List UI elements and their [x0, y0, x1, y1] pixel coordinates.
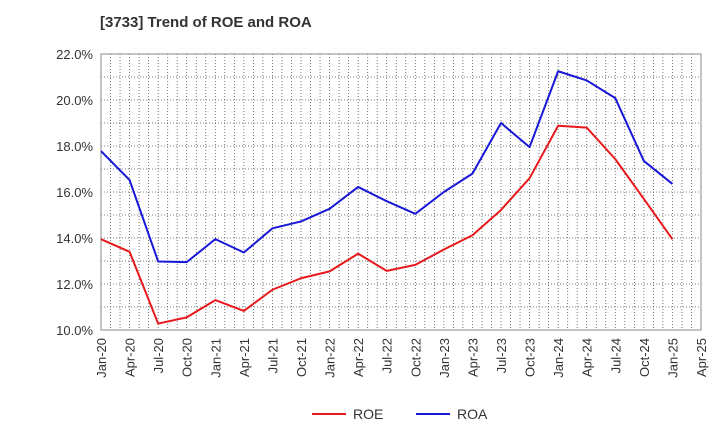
y-tick-label: 12.0% [56, 277, 93, 292]
x-tick-label: Jan-24 [551, 338, 566, 378]
x-tick-label: Apr-23 [465, 338, 480, 377]
x-tick-label: Oct-24 [637, 338, 652, 377]
y-tick-label: 22.0% [56, 47, 93, 62]
y-tick-label: 18.0% [56, 139, 93, 154]
x-tick-label: Oct-23 [523, 338, 538, 377]
x-tick-label: Jul-21 [265, 338, 280, 373]
x-tick-label: Jul-22 [380, 338, 395, 373]
x-tick-label: Jan-21 [208, 338, 223, 378]
plot-frame [100, 53, 702, 331]
x-tick-label: Apr-20 [123, 338, 138, 377]
x-tick-label: Apr-24 [580, 338, 595, 377]
x-tick-label: Jul-23 [494, 338, 509, 373]
chart-title: [3733] Trend of ROE and ROA [100, 14, 312, 31]
x-tick-label: Apr-21 [237, 338, 252, 377]
x-tick-label: Jan-22 [323, 338, 338, 378]
y-tick-label: 14.0% [56, 231, 93, 246]
y-tick-label: 20.0% [56, 93, 93, 108]
x-tick-label: Jan-20 [94, 338, 109, 378]
x-tick-label: Oct-21 [294, 338, 309, 377]
x-tick-label: Jul-20 [151, 338, 166, 373]
y-tick-label: 10.0% [56, 323, 93, 338]
y-tick-label: 16.0% [56, 185, 93, 200]
legend-label-roe: ROE [353, 406, 383, 422]
x-tick-label: Apr-25 [694, 338, 709, 377]
x-tick-label: Oct-22 [408, 338, 423, 377]
legend-label-roa: ROA [457, 406, 488, 422]
x-tick-label: Apr-22 [351, 338, 366, 377]
x-tick-label: Jan-25 [665, 338, 680, 378]
series-line-roe [100, 124, 674, 325]
series-line-roa [100, 70, 674, 264]
x-tick-label: Jul-24 [608, 338, 623, 373]
x-tick-label: Jan-23 [437, 338, 452, 378]
x-tick-label: Oct-20 [180, 338, 195, 377]
